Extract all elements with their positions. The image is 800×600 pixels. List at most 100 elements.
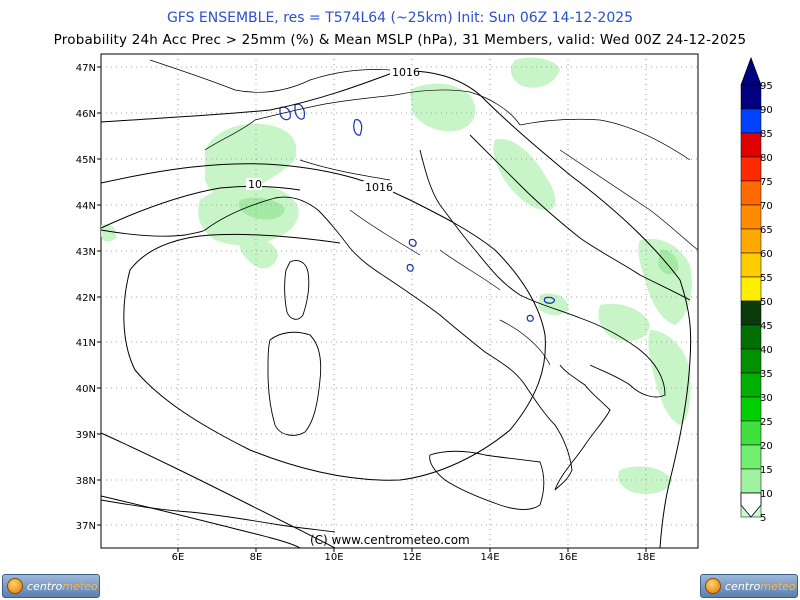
isobar-label-10: 10: [248, 178, 262, 191]
lat-label-37: 37N: [76, 521, 96, 532]
legend-swatch-15: [740, 468, 762, 494]
map-title: GFS ENSEMBLE, res = T574L64 (~25km) Init…: [166, 10, 634, 26]
legend-swatch-80: [740, 156, 762, 182]
precip-area-adriatic-east: [638, 238, 692, 325]
lat-label-38: 38N: [76, 476, 96, 487]
lon-label-14: 14E: [480, 552, 499, 563]
lon-label-6: 6E: [172, 552, 185, 563]
lat-label-47: 47N: [76, 63, 96, 74]
precip-area-slovenia: [510, 57, 560, 88]
lake-varano: [526, 314, 534, 322]
lakes: [279, 103, 556, 322]
globe-icon: [705, 578, 721, 594]
lat-label-42: 42N: [76, 293, 96, 304]
lake-maggiore: [279, 106, 291, 121]
lake-trasimeno: [408, 238, 417, 247]
coast-france: [100, 229, 206, 237]
precip-area-alps-east: [410, 83, 476, 132]
lon-labels: 6E 8E 10E 12E 14E 16E 18E: [172, 552, 656, 563]
legend-swatch-75: [740, 180, 762, 206]
coast-africa: [100, 499, 336, 533]
precip-area-south: [618, 466, 672, 494]
legend-swatch-45: [740, 324, 762, 350]
legend-label-50: 50: [760, 297, 773, 308]
precip-area-alps-west: [205, 123, 297, 197]
lon-label-12: 12E: [402, 552, 421, 563]
isobar-south: [100, 495, 301, 549]
legend-swatch-60: [740, 252, 762, 278]
precip-probability-areas: [101, 57, 692, 494]
lon-label-16: 16E: [558, 552, 577, 563]
legend-label-60: 60: [760, 249, 773, 260]
legend-swatch-90: [740, 108, 762, 134]
lat-label-46: 46N: [76, 109, 96, 120]
lon-label-8: 8E: [250, 552, 263, 563]
legend-label-80: 80: [760, 153, 773, 164]
legend-arrow-bottom: [740, 492, 762, 518]
centrometeo-logo-left[interactable]: centrometeo: [2, 574, 100, 598]
coast-corsica: [284, 260, 310, 320]
isobar-west: [100, 185, 301, 229]
map-frame: [100, 53, 699, 549]
legend-swatch-25: [740, 420, 762, 446]
legend-label-35: 35: [760, 369, 773, 380]
legend-label-65: 65: [760, 225, 773, 236]
border-balkans: [559, 149, 699, 251]
legend-swatch-40: [740, 348, 762, 374]
lon-label-18: 18E: [636, 552, 655, 563]
legend-label-5: 5: [760, 513, 766, 524]
region-lines: [299, 159, 551, 366]
map-subtitle: Probability 24h Acc Prec > 25mm (%) & Me…: [53, 32, 747, 48]
legend-label-15: 15: [760, 465, 773, 476]
isobar-1016-north: [100, 70, 692, 549]
legend-swatch-70: [740, 204, 762, 230]
coast-sardinia: [267, 331, 322, 436]
legend-swatch-65: [740, 228, 762, 254]
lat-label-45: 45N: [76, 155, 96, 166]
lat-label-43: 43N: [76, 247, 96, 258]
legend-swatch-55: [740, 276, 762, 302]
legend-swatch-95: [740, 84, 762, 110]
legend-arrow-top: [740, 56, 762, 86]
border-alps: [204, 89, 521, 151]
legend-label-70: 70: [760, 201, 773, 212]
lake-garda: [353, 119, 363, 136]
legend-label-30: 30: [760, 393, 773, 404]
legend-label-95: 95: [760, 81, 773, 92]
precip-area-apulia-north: [538, 293, 569, 316]
legend-colorbar: [740, 84, 762, 518]
copyright-text: (C) www.centrometeo.com: [310, 533, 470, 547]
legend-label-25: 25: [760, 417, 773, 428]
lat-label-39: 39N: [76, 430, 96, 441]
lon-label-10: 10E: [324, 552, 343, 563]
borders: [149, 59, 699, 366]
globe-icon: [7, 578, 23, 594]
lat-label-44: 44N: [76, 201, 96, 212]
legend-labels: 95 90 85 80 75 70 65 60 55 50 45 40 35 30 25 20 15 10 5: [760, 81, 773, 524]
legend-swatch-30: [740, 396, 762, 422]
lake-bolsena: [406, 263, 414, 272]
centrometeo-logo-right[interactable]: centrometeo: [700, 574, 798, 598]
precip-area-west-edge: [101, 224, 117, 242]
isobar-outer-southwest: [100, 432, 336, 549]
legend-label-40: 40: [760, 345, 773, 356]
logo-wordmark-right: centrometeo: [725, 579, 796, 593]
precip-core-liguria: [238, 197, 285, 220]
lake-lesina: [543, 296, 556, 304]
lat-label-41: 41N: [76, 338, 96, 349]
legend-label-20: 20: [760, 441, 773, 452]
legend-swatch-35: [740, 372, 762, 398]
isobar-label-1016-north: 1016: [392, 66, 420, 79]
legend-label-55: 55: [760, 273, 773, 284]
isobar-labels: 1016 1016 10: [246, 66, 420, 194]
lon-ticks: [177, 548, 647, 552]
border-north: [149, 59, 391, 93]
legend-label-45: 45: [760, 321, 773, 332]
border-east: [519, 118, 691, 161]
legend-label-10: 10: [760, 489, 773, 500]
legend-label-75: 75: [760, 177, 773, 188]
legend-swatch-50: [740, 300, 762, 326]
lake-como: [294, 103, 305, 120]
lat-labels: 47N 46N 45N 44N 43N 42N 41N 40N 39N 38N …: [76, 63, 96, 532]
precip-area-ionian: [648, 330, 691, 425]
